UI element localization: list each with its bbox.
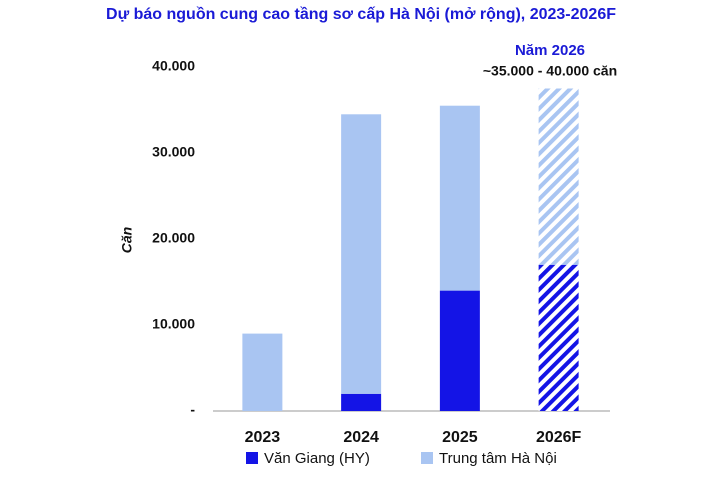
bar-segment [538,264,579,411]
x-tick-label: 2025 [442,429,478,446]
y-tick-label: 10.000 [152,316,195,332]
y-tick-label: - [190,402,195,418]
chart-title: Dự báo nguồn cung cao tầng sơ cấp Hà Nội… [106,6,616,23]
bar-segment [439,290,480,411]
legend-swatch [421,452,433,464]
bar-segment [439,105,480,291]
x-tick-label: 2026F [536,429,582,446]
legend-swatch [246,452,258,464]
legend-label: Văn Giang (HY) [264,450,370,467]
annotation: ~35.000 - 40.000 căn [483,63,617,79]
x-tick-label: 2023 [245,429,281,446]
legend-label: Trung tâm Hà Nội [439,450,557,467]
y-axis-label: Căn [119,227,135,253]
annotation: Năm 2026 [515,42,585,59]
bar-segment [538,88,579,265]
y-tick-label: 40.000 [152,58,195,74]
y-tick-label: 20.000 [152,230,195,246]
bar-segment [341,393,382,411]
x-tick-label: 2024 [343,429,379,446]
y-tick-label: 30.000 [152,144,195,160]
bar-segment [341,114,382,394]
bar-segment [242,333,283,411]
